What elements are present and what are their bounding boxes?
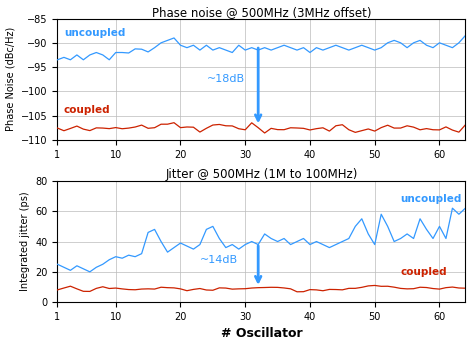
X-axis label: # Oscillator: # Oscillator — [220, 327, 302, 340]
Y-axis label: Phase Noise (dBc/Hz): Phase Noise (dBc/Hz) — [6, 27, 16, 131]
Y-axis label: Integrated jitter (ps): Integrated jitter (ps) — [20, 192, 30, 291]
Text: coupled: coupled — [401, 267, 447, 277]
Text: coupled: coupled — [64, 105, 110, 115]
Text: uncoupled: uncoupled — [401, 194, 462, 204]
Title: Jitter @ 500MHz (1M to 100MHz): Jitter @ 500MHz (1M to 100MHz) — [165, 168, 357, 181]
Text: uncoupled: uncoupled — [64, 28, 125, 37]
Text: ~18dB: ~18dB — [206, 74, 245, 84]
Text: ~14dB: ~14dB — [200, 255, 238, 265]
Title: Phase noise @ 500MHz (3MHz offset): Phase noise @ 500MHz (3MHz offset) — [152, 6, 371, 19]
